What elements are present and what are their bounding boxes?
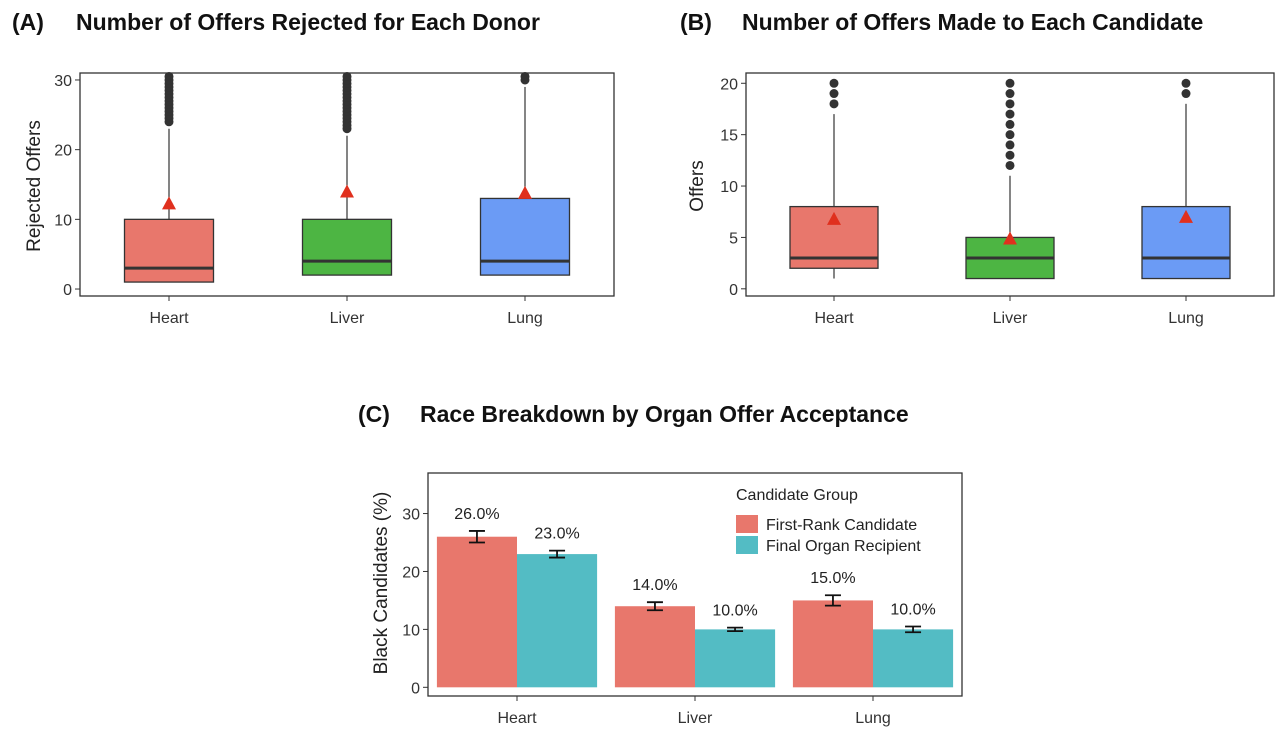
panel-a-x-tick-label-heart: Heart: [149, 310, 189, 327]
panel-a-y-tick-label: 30: [54, 73, 72, 90]
panel-b-outlier-point: [1005, 130, 1015, 140]
panel-a-mean-marker-lung: [518, 185, 532, 199]
panel-a-mean-marker-heart: [162, 196, 176, 210]
panel-b-outlier-point: [1181, 89, 1191, 99]
panel-c-y-tick-label: 0: [411, 680, 420, 697]
panel-a-y-tick-label: 20: [54, 143, 72, 160]
panel-b-outlier-point: [1005, 89, 1015, 99]
panel-c-bar-liver-first-rank-candidate: [614, 606, 695, 688]
panel-b-outlier-point: [1181, 78, 1191, 88]
panel-b-x-tick-label-heart: Heart: [814, 310, 854, 327]
panel-b-title: Number of Offers Made to Each Candidate: [742, 9, 1203, 35]
panel-b-y-tick-label: 5: [729, 230, 738, 247]
panel-a-outlier-point: [342, 71, 352, 81]
panel-b-outlier-point: [829, 78, 839, 88]
panel-a-label: (A): [12, 9, 44, 35]
panel-c-bar-heart-first-rank-candidate: [436, 536, 517, 688]
panel-c-data-label: 23.0%: [534, 526, 579, 543]
panel-a-y-axis-title: Rejected Offers: [24, 120, 45, 252]
panel-a-box-lung: [479, 197, 571, 276]
panel-b-mean-marker-liver: [1003, 231, 1017, 245]
panel-a-y-tick-label: 10: [54, 212, 72, 229]
panel-c-data-label: 26.0%: [454, 506, 499, 523]
panel-b-chart: (B) Number of Offers Made to Each Candid…: [680, 9, 1275, 327]
panel-b-outlier-point: [1005, 150, 1015, 160]
panel-a-title: Number of Offers Rejected for Each Donor: [76, 9, 540, 35]
panel-b-outlier-point: [1005, 119, 1015, 129]
panel-b-y-tick-label: 20: [720, 76, 738, 93]
panel-a-outlier-point: [520, 71, 530, 81]
panel-b-y-axis-title: Offers: [687, 160, 708, 211]
panel-b-outlier-point: [829, 99, 839, 109]
panel-c-bar-lung-final-organ-recipient: [873, 629, 954, 688]
panel-b-mean-marker-lung: [1179, 209, 1193, 223]
panel-b-outlier-point: [1005, 109, 1015, 119]
panel-b-y-tick-label: 0: [729, 282, 738, 299]
panel-c-data-label: 14.0%: [632, 577, 677, 594]
panel-c-x-tick-label-heart: Heart: [497, 710, 537, 727]
panel-a-mean-marker-liver: [340, 184, 354, 198]
panel-c-data-label: 15.0%: [810, 570, 855, 587]
panel-b-label: (B): [680, 9, 712, 35]
panel-c-chart: (C) Race Breakdown by Organ Offer Accept…: [358, 401, 963, 727]
panel-b-y-tick-label: 10: [720, 179, 738, 196]
panel-a-x-tick-label-lung: Lung: [507, 310, 543, 327]
panel-b-y-tick-label: 15: [720, 128, 738, 145]
panel-c-y-axis-title: Black Candidates (%): [371, 492, 392, 675]
panel-c-legend-title: Candidate Group: [736, 487, 858, 504]
panel-b-x-tick-label-liver: Liver: [993, 310, 1028, 327]
panel-a-outlier-point: [164, 71, 174, 81]
panel-b-outlier-point: [829, 89, 839, 99]
panel-c-y-tick-label: 10: [402, 622, 420, 639]
panel-a-box-liver: [301, 218, 393, 276]
panel-c-bar-heart-final-organ-recipient: [517, 554, 598, 688]
panel-b-outlier-point: [1005, 99, 1015, 109]
panel-c-y-tick-label: 20: [402, 564, 420, 581]
panel-a-chart: (A) Number of Offers Rejected for Each D…: [12, 9, 615, 327]
panel-c-data-label: 10.0%: [712, 603, 757, 620]
panel-c-x-tick-label-lung: Lung: [855, 710, 891, 727]
panel-c-legend-swatch: [736, 515, 758, 533]
panel-c-label: (C): [358, 401, 390, 427]
panel-b-outlier-point: [1005, 160, 1015, 170]
panel-b-mean-marker-heart: [827, 211, 841, 225]
panel-a-y-tick-label: 0: [63, 282, 72, 299]
panel-b-outlier-point: [1005, 78, 1015, 88]
panel-a-box-heart: [123, 218, 215, 283]
panel-c-legend-label: Final Organ Recipient: [766, 538, 921, 555]
panel-c-bar-lung-first-rank-candidate: [792, 600, 873, 688]
panel-a-x-tick-label-liver: Liver: [330, 310, 365, 327]
panel-c-x-tick-label-liver: Liver: [678, 710, 713, 727]
panel-c-y-tick-label: 30: [402, 507, 420, 524]
panel-c-legend-label: First-Rank Candidate: [766, 517, 917, 534]
panel-b-outlier-point: [1005, 140, 1015, 150]
panel-b-x-tick-label-lung: Lung: [1168, 310, 1204, 327]
panel-c-title: Race Breakdown by Organ Offer Acceptance: [420, 401, 909, 427]
panel-c-legend-swatch: [736, 536, 758, 554]
panel-c-data-label: 10.0%: [890, 601, 935, 618]
panel-c-bar-liver-final-organ-recipient: [695, 629, 776, 688]
